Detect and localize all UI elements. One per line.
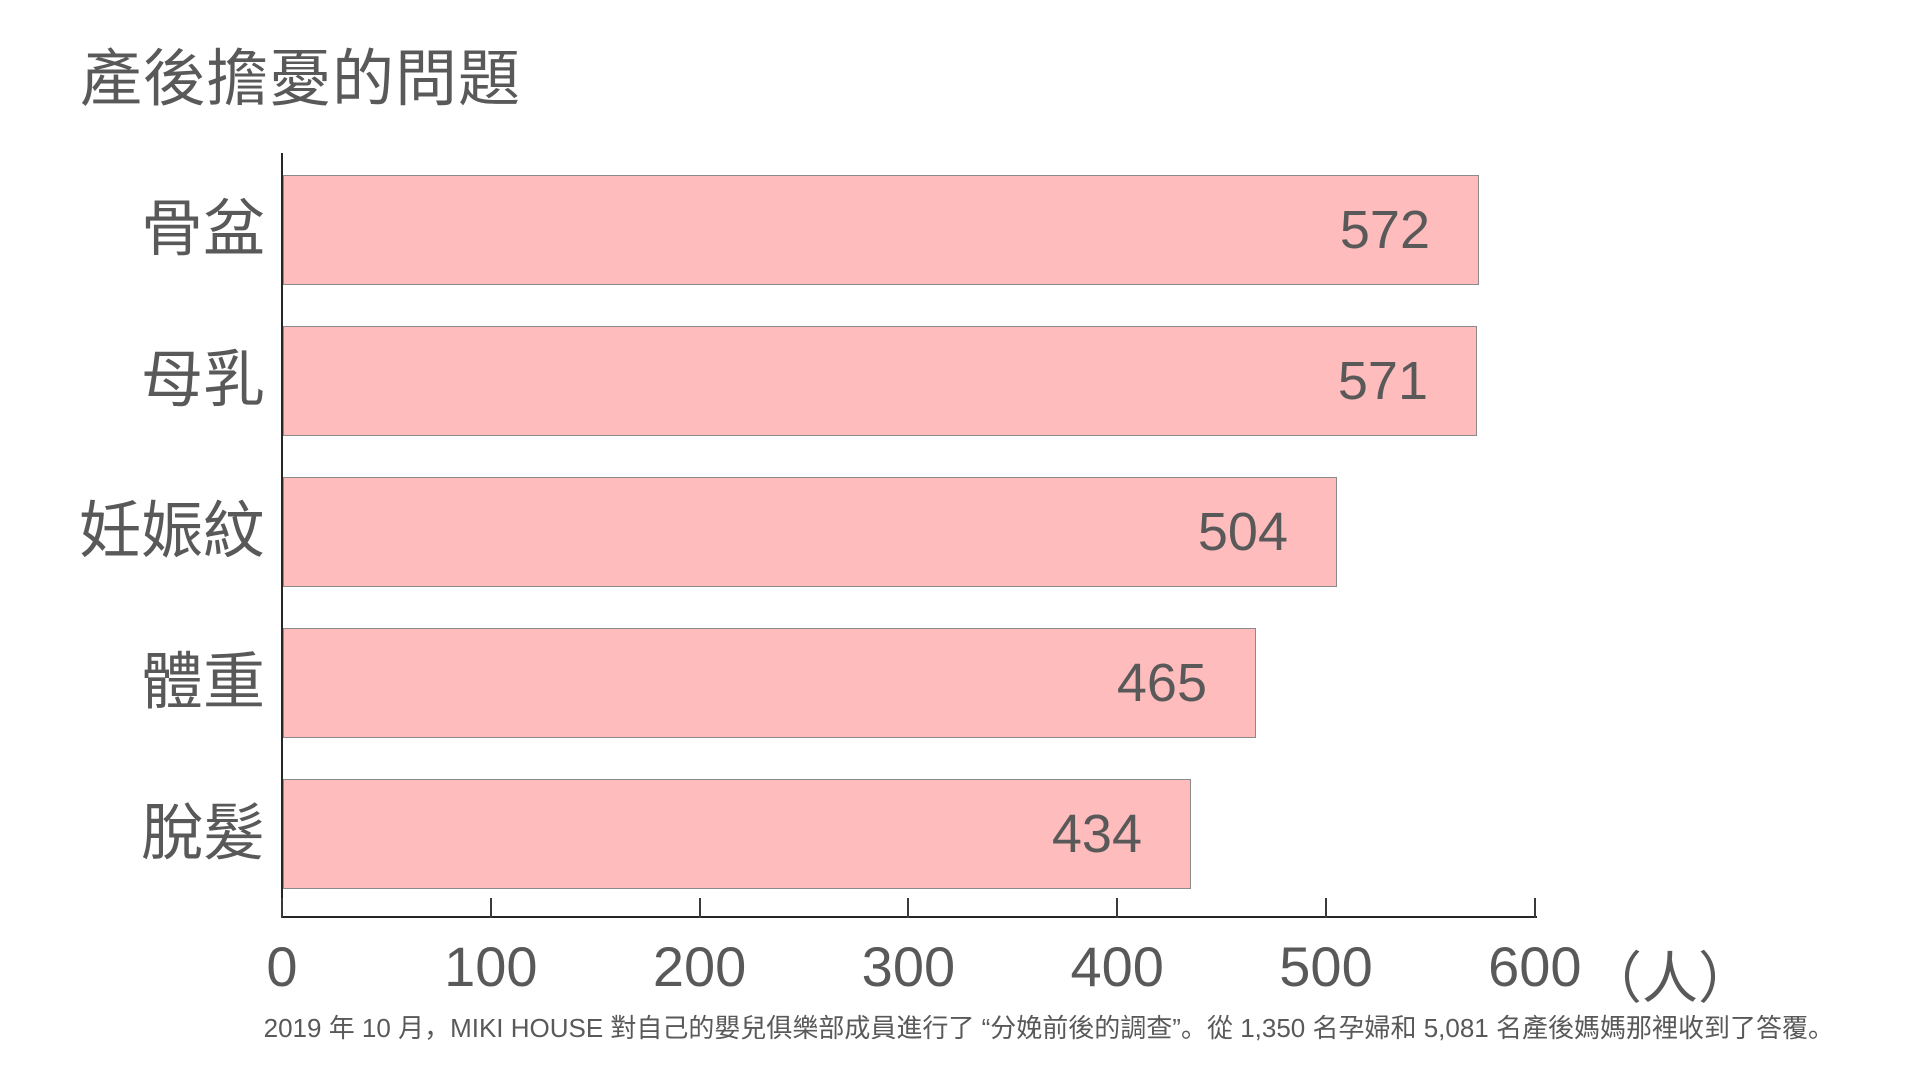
bar: 465 xyxy=(283,628,1256,738)
x-axis-tick-label: 100 xyxy=(444,935,538,998)
bar-value-label: 465 xyxy=(1116,653,1207,713)
bar-value-label: 571 xyxy=(1337,351,1428,411)
x-axis-tick xyxy=(1325,898,1327,918)
x-axis-tick xyxy=(1533,898,1536,918)
x-axis-tick xyxy=(907,898,910,918)
x-axis-tick xyxy=(281,898,283,918)
x-axis-tick-label: 0 xyxy=(266,935,298,998)
chart-title: 產後擔憂的問題 xyxy=(80,45,522,114)
source-note: 2019 年 10 月，MIKI HOUSE 對自己的嬰兒俱樂部成員進行了 “分… xyxy=(263,1013,1834,1043)
category-label: 母乳 xyxy=(140,346,265,415)
x-axis-tick xyxy=(1116,898,1119,918)
category-label: 骨盆 xyxy=(140,195,265,264)
bar: 434 xyxy=(283,779,1191,889)
category-label: 體重 xyxy=(140,648,265,717)
category-label: 妊娠紋 xyxy=(78,497,265,566)
bar: 504 xyxy=(283,477,1337,587)
bar-value-label: 572 xyxy=(1339,200,1430,260)
x-axis-tick-label: 300 xyxy=(861,935,956,998)
x-axis-tick-label: 600 xyxy=(1488,935,1582,998)
x-axis-tick-label: 200 xyxy=(652,935,747,998)
category-label: 脫髮 xyxy=(140,799,265,868)
x-axis-unit-label: （人） xyxy=(1586,947,1754,1010)
bar: 572 xyxy=(283,175,1479,285)
x-axis-tick xyxy=(489,898,492,918)
bar: 571 xyxy=(283,326,1477,436)
x-axis-tick-label: 500 xyxy=(1279,935,1373,998)
bar-value-label: 504 xyxy=(1197,502,1288,562)
x-axis-tick xyxy=(698,898,701,918)
bar-value-label: 434 xyxy=(1051,804,1142,864)
y-axis-line xyxy=(281,153,283,918)
x-axis-tick-label: 400 xyxy=(1070,935,1164,998)
